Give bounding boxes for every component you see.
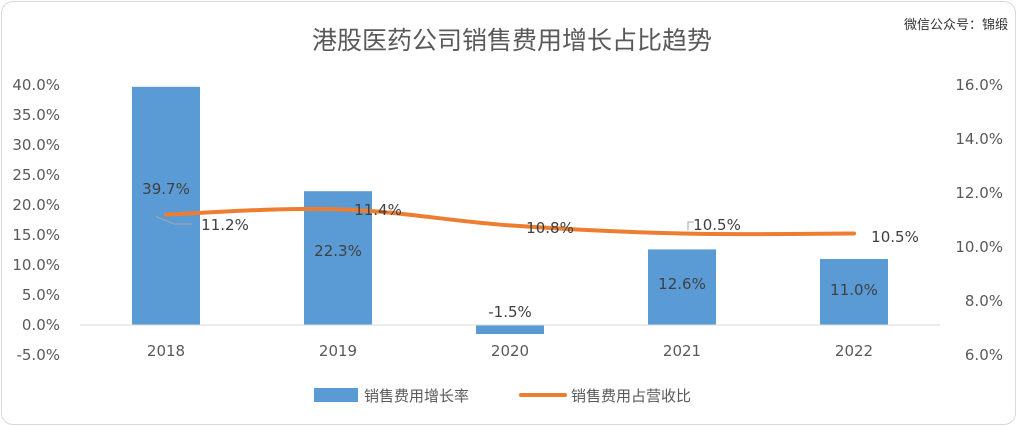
right-tick-label: 10.0% <box>955 238 1003 256</box>
bar-2019 <box>304 191 372 325</box>
left-tick-label: 25.0% <box>12 166 60 184</box>
left-tick-label: 20.0% <box>12 196 60 214</box>
line-data-label: 10.5% <box>693 216 741 234</box>
left-tick-label: 10.0% <box>12 256 60 274</box>
legend: 销售费用增长率 销售费用占营收比 <box>314 387 691 405</box>
x-tick-label: 2019 <box>319 342 357 360</box>
line-data-label: 10.8% <box>526 219 574 237</box>
right-tick-label: 8.0% <box>965 292 1003 310</box>
watermark-text: 微信公众号：锦缎 <box>904 17 1008 33</box>
right-tick-label: 6.0% <box>965 346 1003 364</box>
left-tick-label: 0.0% <box>22 316 60 334</box>
x-tick-label: 2021 <box>663 342 701 360</box>
chart-title: 港股医药公司销售费用增长占比趋势 <box>312 26 712 55</box>
left-tick-label: 5.0% <box>22 286 60 304</box>
bar-2020 <box>476 325 544 334</box>
line-data-label: 10.5% <box>871 228 919 246</box>
left-tick-label: 30.0% <box>12 136 60 154</box>
legend-swatch-bar <box>314 388 358 402</box>
bar-2022 <box>820 259 888 325</box>
x-tick-label: 2018 <box>147 342 185 360</box>
label-leader-line <box>687 221 694 231</box>
right-tick-label: 14.0% <box>955 130 1003 148</box>
line-data-label: 11.2% <box>201 216 249 234</box>
label-leader-line <box>155 216 192 225</box>
x-axis: 2018 2019 2020 2021 2022 <box>147 342 873 360</box>
right-axis: 6.0% 8.0% 10.0% 12.0% 14.0% 16.0% <box>955 76 1003 364</box>
legend-label: 销售费用增长率 <box>364 387 469 405</box>
bar-data-label: 39.7% <box>142 180 190 198</box>
line-series <box>164 206 856 237</box>
left-tick-label: 15.0% <box>12 226 60 244</box>
left-tick-label: 35.0% <box>12 106 60 124</box>
line-data-label: 11.4% <box>354 201 402 219</box>
line-销售费用占营收比 <box>164 206 856 237</box>
x-tick-label: 2022 <box>835 342 873 360</box>
bar-data-label: -1.5% <box>488 303 532 321</box>
left-axis: -5.0% 0.0% 5.0% 10.0% 15.0% 20.0% 25.0% 30.0% 35… <box>12 76 60 364</box>
bar-data-label: 22.3% <box>314 242 362 260</box>
right-tick-label: 12.0% <box>955 184 1003 202</box>
legend-label: 销售费用占营收比 <box>571 387 691 405</box>
bar-data-label: 12.6% <box>658 275 706 293</box>
bar-2018 <box>132 86 200 325</box>
right-tick-label: 16.0% <box>955 76 1003 94</box>
left-tick-label: -5.0% <box>16 346 60 364</box>
bar-data-label: 11.0% <box>830 281 878 299</box>
data-labels: 39.7% 22.3% -1.5% 12.6% 11.0% 11.2% 11.4% 10.8%… <box>142 180 919 321</box>
x-tick-label: 2020 <box>491 342 529 360</box>
left-tick-label: 40.0% <box>12 76 60 94</box>
bar-series <box>132 86 888 334</box>
bar-2021 <box>648 249 716 325</box>
